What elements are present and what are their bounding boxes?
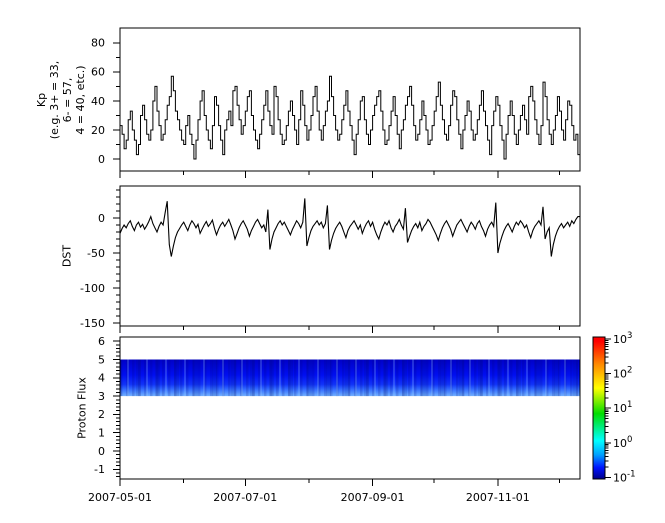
proton-flux-ytick-label: 5 [98,353,105,366]
dst-ytick-label: -50 [87,247,105,260]
kp-axis-label: Kp (e.g. 3+ = 33, 6- = 57, 4 = 40, etc.) [35,61,87,139]
colorbar-tick-label: 10-1 [613,469,635,484]
dst-ytick-label: -150 [80,317,105,330]
kp-ytick-label: 80 [91,37,105,50]
proton-flux-ytick-label: 2 [98,408,105,421]
kp-series-line [120,75,580,160]
proton-flux-ytick-label: 1 [98,427,105,440]
dst-series-line [119,198,580,257]
kp-ytick-label: 60 [91,66,105,79]
dst-panel-frame [119,185,581,327]
x-axis-date-label: 2007-11-01 [466,491,530,504]
x-axis-date-label: 2007-09-01 [341,491,405,504]
colorbar-tick-label: 100 [613,435,632,450]
dst-axis-label: DST [60,244,74,268]
dst-ytick-label: 0 [98,212,105,225]
colorbar-tick-label: 102 [613,366,632,381]
colorbar-tick-label: 103 [613,331,632,346]
dst-ytick-label: -100 [80,282,105,295]
kp-ytick-label: 0 [98,153,105,166]
colorbar-bar [593,337,605,479]
proton-flux-ytick-label: 4 [98,372,105,385]
kp-axis-label-line3: 6- = 57, [61,77,74,123]
proton-flux-panel-frame [119,336,581,480]
kp-ytick-label: 20 [91,124,105,137]
proton-flux-axis-label: Proton Flux [75,377,89,439]
proton-flux-ytick-label: 6 [98,335,105,348]
kp-ytick-label: 40 [91,95,105,108]
proton-flux-band-stripes [120,359,580,397]
proton-flux-ytick-label: 0 [98,445,105,458]
colorbar-tick-label: 101 [613,400,632,415]
x-axis-date-label: 2007-05-01 [88,491,152,504]
proton-flux-ytick-label: -1 [94,463,105,476]
proton-flux-ytick-label: 3 [98,390,105,403]
kp-axis-label-line4: 4 = 40, etc.) [74,65,87,135]
kp-axis-label-line2: (e.g. 3+ = 33, [48,60,61,140]
kp-panel-frame [119,27,581,172]
x-axis-date-label: 2007-07-01 [213,491,277,504]
kp-axis-label-line1: Kp [35,92,48,108]
